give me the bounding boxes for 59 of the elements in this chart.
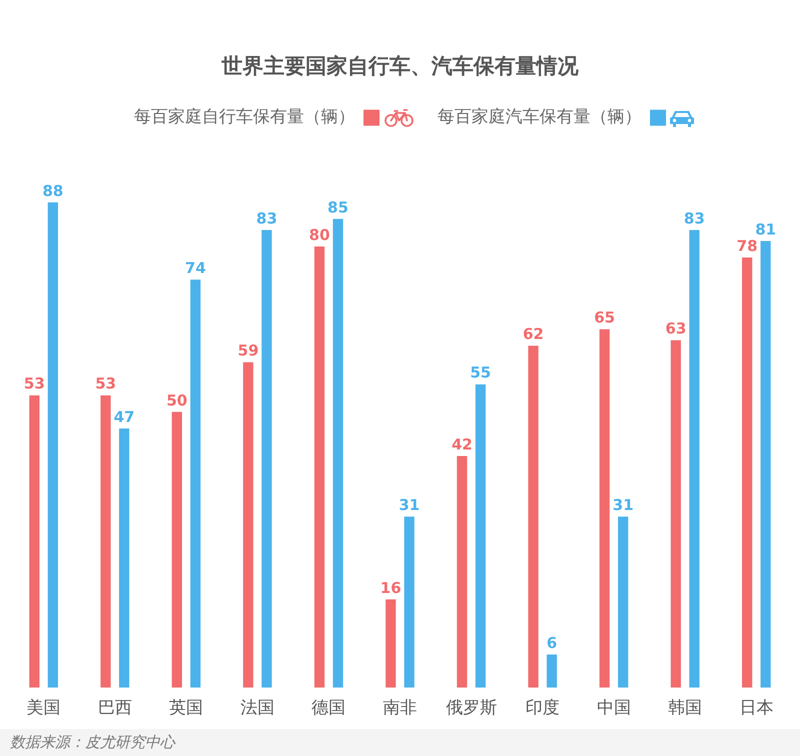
data-label: 42 (452, 435, 472, 454)
data-label: 6 (546, 634, 558, 652)
data-label: 53 (95, 374, 116, 393)
data-label: 55 (470, 364, 491, 382)
data-label: 81 (755, 220, 776, 238)
bar (48, 202, 58, 688)
data-label: 63 (665, 320, 686, 338)
bar (386, 599, 396, 688)
bar (172, 412, 182, 688)
data-label: 31 (398, 496, 420, 514)
bar (29, 395, 40, 688)
data-label: 62 (522, 325, 544, 344)
bar (100, 395, 111, 688)
data-label: 50 (166, 391, 188, 410)
data-label: 83 (684, 209, 705, 228)
x-tick-label: 日本 (739, 698, 774, 718)
x-tick-label: 英国 (169, 698, 204, 718)
data-label: 78 (736, 236, 758, 255)
data-label: 88 (42, 182, 64, 200)
data-label: 83 (256, 209, 278, 228)
bar (670, 340, 681, 688)
data-label: 16 (380, 578, 402, 597)
x-tick-label: 韩国 (668, 698, 702, 718)
data-label: 85 (328, 198, 348, 216)
x-tick-label: 中国 (596, 698, 631, 718)
bar (599, 329, 610, 688)
source-note: 数据来源：皮尤研究中心 (10, 733, 175, 752)
bar (689, 230, 700, 688)
bar (618, 516, 628, 688)
bar (314, 246, 325, 688)
bar (243, 362, 254, 688)
bar (475, 384, 486, 688)
bar (528, 346, 538, 688)
bar (332, 218, 344, 688)
data-label: 53 (24, 374, 45, 393)
data-label: 47 (114, 408, 135, 426)
data-label: 65 (594, 308, 615, 327)
data-label: 74 (185, 258, 206, 277)
legend-label: 每百家庭汽车保有量（辆） (438, 107, 642, 128)
data-label: 59 (238, 342, 259, 360)
x-tick-label: 印度 (526, 698, 560, 718)
x-tick-label: 南非 (383, 698, 417, 718)
x-tick-label: 德国 (312, 698, 346, 718)
bar (404, 516, 414, 688)
data-label: 31 (612, 496, 634, 514)
chart-title: 世界主要国家自行车、汽车保有量情况 (220, 54, 580, 78)
bar (742, 258, 752, 688)
x-tick-label: 巴西 (98, 698, 132, 718)
x-tick-label: 美国 (26, 698, 61, 718)
bar (119, 428, 130, 688)
bar (456, 456, 468, 688)
data-label: 80 (309, 226, 330, 244)
x-tick-label: 俄罗斯 (446, 698, 497, 718)
bar (190, 280, 201, 688)
bar (262, 230, 272, 688)
x-tick-label: 法国 (240, 698, 274, 718)
bar (760, 240, 771, 688)
bar (546, 654, 557, 688)
legend-label: 每百家庭自行车保有量（辆） (134, 107, 355, 128)
